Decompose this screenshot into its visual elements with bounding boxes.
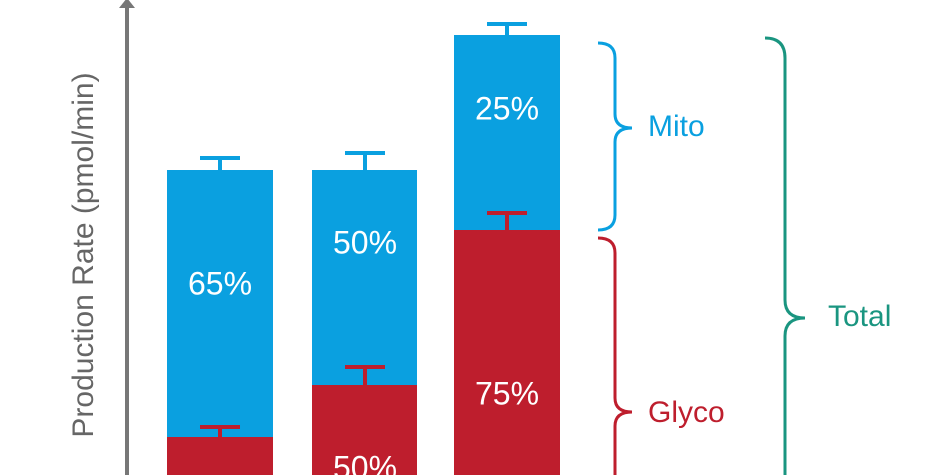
segment-label: 25% xyxy=(475,90,539,126)
glyco-segment xyxy=(454,230,560,475)
mito-segment xyxy=(312,170,417,385)
error-bar xyxy=(200,425,240,437)
brace xyxy=(597,236,633,475)
segment-label: 65% xyxy=(188,265,252,301)
brace xyxy=(764,36,806,475)
error-bar xyxy=(487,22,527,35)
error-bar xyxy=(487,211,527,230)
glyco-segment xyxy=(167,437,273,475)
glyco-segment xyxy=(312,385,417,475)
error-bar xyxy=(345,365,385,385)
axis-arrow xyxy=(119,0,135,8)
mito-segment xyxy=(167,170,273,437)
segment-label: 50% xyxy=(333,449,397,475)
brace xyxy=(597,41,633,232)
brace-label: Mito xyxy=(648,110,705,143)
error-bar xyxy=(200,156,240,170)
brace-label: Total xyxy=(828,300,891,333)
segment-label: 75% xyxy=(475,375,539,411)
segment-label: 50% xyxy=(333,224,397,260)
error-bar xyxy=(345,151,385,170)
axis-label: Production Rate (pmol/min) xyxy=(67,72,100,437)
mito-segment xyxy=(454,35,560,230)
brace-label: Glyco xyxy=(648,396,725,429)
